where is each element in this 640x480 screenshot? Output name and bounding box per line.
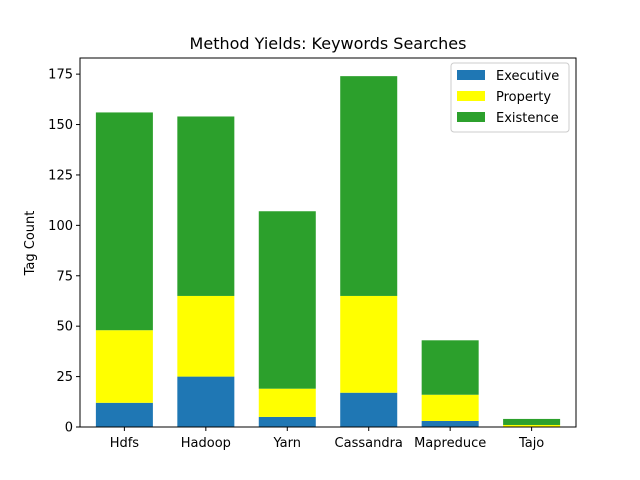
legend-label-executive: Executive [496,69,559,84]
y-tick-label: 50 [56,320,73,335]
x-tick-label: Hdfs [110,436,140,451]
legend-swatch-property [457,91,485,101]
bar-mapreduce-property [421,394,479,421]
plot-frame [79,57,577,428]
bar-yarn-existence [258,211,316,389]
x-tick-label: Hadoop [181,436,231,451]
bar-mapreduce-executive [421,420,479,427]
bar-hadoop-property [177,295,235,377]
bar-mapreduce-existence [421,340,479,395]
bar-cassandra-existence [340,76,398,296]
legend-label-existence: Existence [496,111,559,126]
x-tick-label: Yarn [273,436,301,451]
bar-tajo-existence [503,418,561,425]
y-tick-label: 75 [56,269,73,284]
x-tick-label: Mapreduce [414,436,486,451]
bar-tajo-property [503,424,561,427]
bar-yarn-executive [258,416,316,427]
legend-swatch-existence [457,112,485,122]
legend-label-property: Property [496,90,551,105]
y-axis: 0 25 50 75 100 125 150 175 [48,68,80,436]
bar-hdfs-existence [95,112,153,331]
bar-hdfs-property [95,330,153,403]
bar-hdfs-executive [95,402,153,427]
y-tick-label: 100 [48,219,73,234]
y-tick-label: 125 [48,168,73,183]
y-tick-label: 25 [56,370,73,385]
y-tick-label: 175 [48,68,73,83]
chart-title: Method Yields: Keywords Searches [190,34,467,53]
bar-hadoop-existence [177,116,235,296]
legend-swatch-executive [457,70,485,80]
bar-yarn-property [258,388,316,417]
y-axis-title: Tag Count [23,211,38,277]
y-tick-label: 0 [65,421,73,436]
bars-group [95,76,561,427]
bar-cassandra-property [340,295,398,393]
bar-hadoop-executive [177,376,235,427]
x-tick-label: Cassandra [335,436,403,451]
x-axis: Hdfs Hadoop Yarn Cassandra Mapreduce Tajo [110,427,544,451]
x-tick-label: Tajo [518,436,544,451]
bar-cassandra-executive [340,392,398,427]
legend: Executive Property Existence [450,62,570,133]
y-tick-label: 150 [48,118,73,133]
